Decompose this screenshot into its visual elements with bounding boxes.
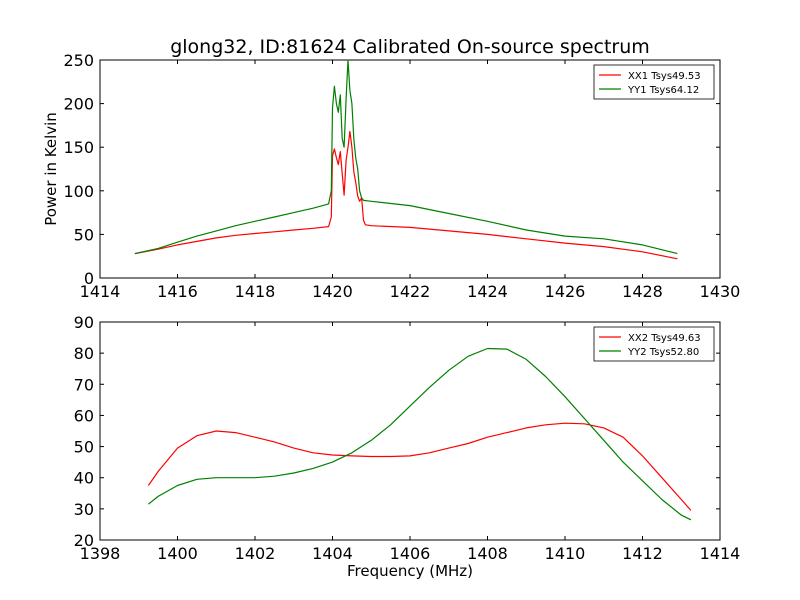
x-tick-label: 1402 bbox=[235, 544, 276, 563]
x-tick-label: 1410 bbox=[545, 544, 586, 563]
x-tick-label: 1400 bbox=[157, 544, 198, 563]
legend-box bbox=[593, 64, 715, 100]
y-tick-label: 50 bbox=[74, 438, 94, 457]
legend-label: YY2 Tsys52.80 bbox=[627, 347, 699, 358]
y-tick-label: 30 bbox=[74, 500, 94, 519]
y-axis-title: Power in Kelvin bbox=[42, 112, 60, 226]
y-tick-label: 0 bbox=[84, 269, 94, 288]
x-tick-label: 1422 bbox=[390, 282, 431, 301]
x-tick-label: 1426 bbox=[545, 282, 586, 301]
x-tick-label: 1404 bbox=[312, 544, 353, 563]
x-axis-title: Frequency (MHz) bbox=[347, 562, 473, 580]
x-tick-label: 1420 bbox=[312, 282, 353, 301]
legend-label: YY1 Tsys64.12 bbox=[627, 85, 699, 96]
series-line-yy2 bbox=[148, 347, 692, 521]
x-tick-label: 1414 bbox=[80, 282, 121, 301]
series-line-xx1 bbox=[134, 130, 678, 260]
x-tick-label: 1416 bbox=[157, 282, 198, 301]
legend-label: XX2 Tsys49.63 bbox=[628, 333, 701, 344]
y-tick-label: 80 bbox=[74, 344, 94, 363]
y-tick-label: 200 bbox=[63, 95, 94, 114]
legend-label: XX1 Tsys49.53 bbox=[628, 71, 701, 82]
x-tick-label: 1406 bbox=[390, 544, 431, 563]
series-line-xx2 bbox=[147, 422, 692, 511]
x-tick-label: 1408 bbox=[467, 544, 508, 563]
y-tick-label: 250 bbox=[63, 51, 94, 70]
x-tick-label: 1414 bbox=[700, 544, 741, 563]
x-tick-label: 1428 bbox=[622, 282, 663, 301]
y-tick-label: 60 bbox=[74, 406, 94, 425]
x-tick-label: 1398 bbox=[80, 544, 121, 563]
legend: XX1 Tsys49.53 YY1 Tsys64.12 bbox=[593, 64, 715, 100]
top-spectrum-panel: 1414 1416 1418 1420 1422 1424 1426 1428 1430 0 50 1… bbox=[42, 51, 740, 301]
y-tick-label: 150 bbox=[63, 138, 94, 157]
x-tick-label: 1412 bbox=[622, 544, 663, 563]
y-tick-label: 40 bbox=[74, 469, 94, 488]
x-tick-label: 1418 bbox=[235, 282, 276, 301]
legend-box bbox=[593, 326, 715, 362]
y-tick-label: 70 bbox=[74, 375, 94, 394]
y-tick-label: 100 bbox=[63, 182, 94, 201]
series-line-yy1 bbox=[134, 59, 678, 255]
y-tick-label: 90 bbox=[74, 313, 94, 332]
x-tick-label: 1424 bbox=[467, 282, 508, 301]
figure-title: glong32, ID:81624 Calibrated On-source s… bbox=[170, 36, 650, 58]
y-tick-label: 20 bbox=[74, 531, 94, 550]
y-tick-label: 50 bbox=[74, 225, 94, 244]
bottom-spectrum-panel: 1398 1400 1402 1404 1406 1408 1410 1412 1414 20 30… bbox=[74, 313, 741, 580]
x-tick-label: 1430 bbox=[700, 282, 741, 301]
legend: XX2 Tsys49.63 YY2 Tsys52.80 bbox=[593, 326, 715, 362]
